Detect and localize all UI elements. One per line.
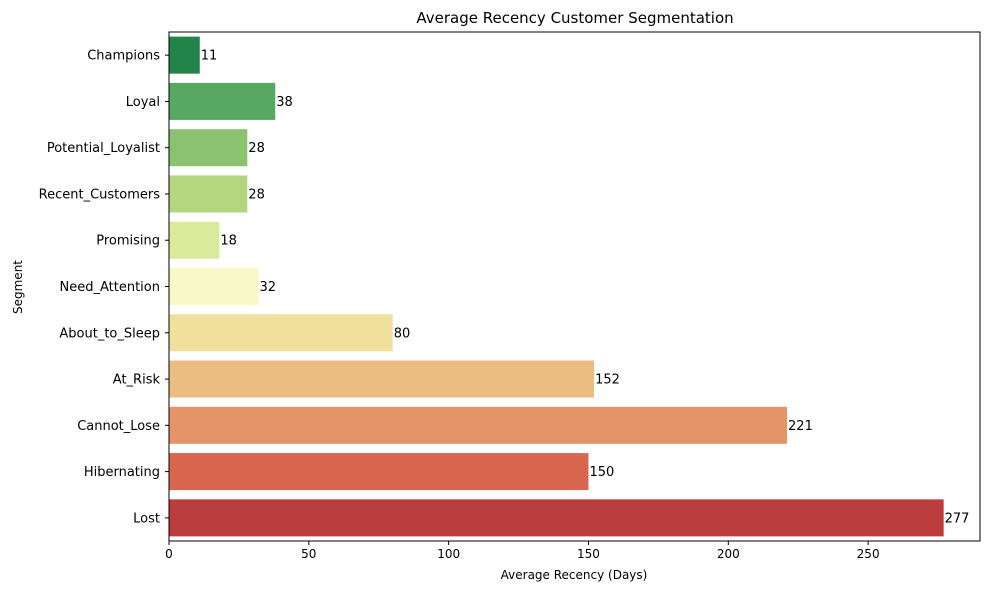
y-tick-label: Champions (87, 49, 160, 64)
y-tick-label: At_Risk (113, 373, 161, 388)
x-tick-label: 100 (437, 547, 460, 561)
data-label: 38 (276, 95, 293, 110)
bar-hibernating (169, 453, 589, 491)
bar-champions (169, 36, 200, 74)
data-label: 221 (788, 419, 813, 434)
plot-frame (168, 31, 981, 542)
data-label: 152 (595, 373, 620, 388)
x-tick-label: 200 (717, 547, 740, 561)
data-label: 11 (201, 49, 218, 64)
bar-recent-customers (169, 175, 248, 213)
data-label: 80 (394, 326, 411, 341)
x-tick-label: 150 (577, 547, 600, 561)
data-label: 28 (248, 187, 265, 202)
bar-potential-loyalist (169, 129, 248, 167)
bar-need-attention (169, 267, 259, 306)
y-tick-label: Hibernating (84, 465, 160, 480)
data-label: 277 (945, 511, 970, 526)
y-tick-label: Promising (96, 234, 160, 249)
bar-loyal (169, 82, 276, 120)
x-tick-label: 250 (857, 547, 880, 561)
data-label: 18 (220, 234, 237, 249)
bar-about-to-sleep (169, 314, 393, 352)
bar-cannot-lose (169, 406, 788, 444)
bar-lost (169, 499, 944, 537)
chart-title: Average Recency Customer Segmentation (416, 9, 733, 27)
bar-promising (169, 221, 220, 259)
x-axis-label: Average Recency (Days) (501, 568, 648, 582)
y-tick-label: Need_Attention (60, 280, 160, 295)
y-axis-label: Segment (11, 260, 25, 314)
y-tick-label: Lost (133, 511, 160, 526)
bars-layer: 11 38 28 28 18 32 80 152 221 150 277 (169, 36, 970, 537)
data-label: 32 (259, 280, 276, 295)
y-tick-label: Recent_Customers (39, 187, 161, 202)
x-tick-label: 0 (165, 547, 173, 561)
y-tick-label: Loyal (126, 95, 160, 110)
axes-layer: Champions Loyal Potential_Loyalist Recent_C… (39, 31, 981, 561)
data-label: 150 (589, 465, 614, 480)
y-tick-label: Potential_Loyalist (47, 141, 160, 156)
y-tick-label: About_to_Sleep (59, 326, 160, 341)
bar-at-risk (169, 360, 595, 398)
x-tick-label: 50 (301, 547, 316, 561)
y-tick-label: Cannot_Lose (77, 419, 160, 434)
data-label: 28 (248, 141, 265, 156)
